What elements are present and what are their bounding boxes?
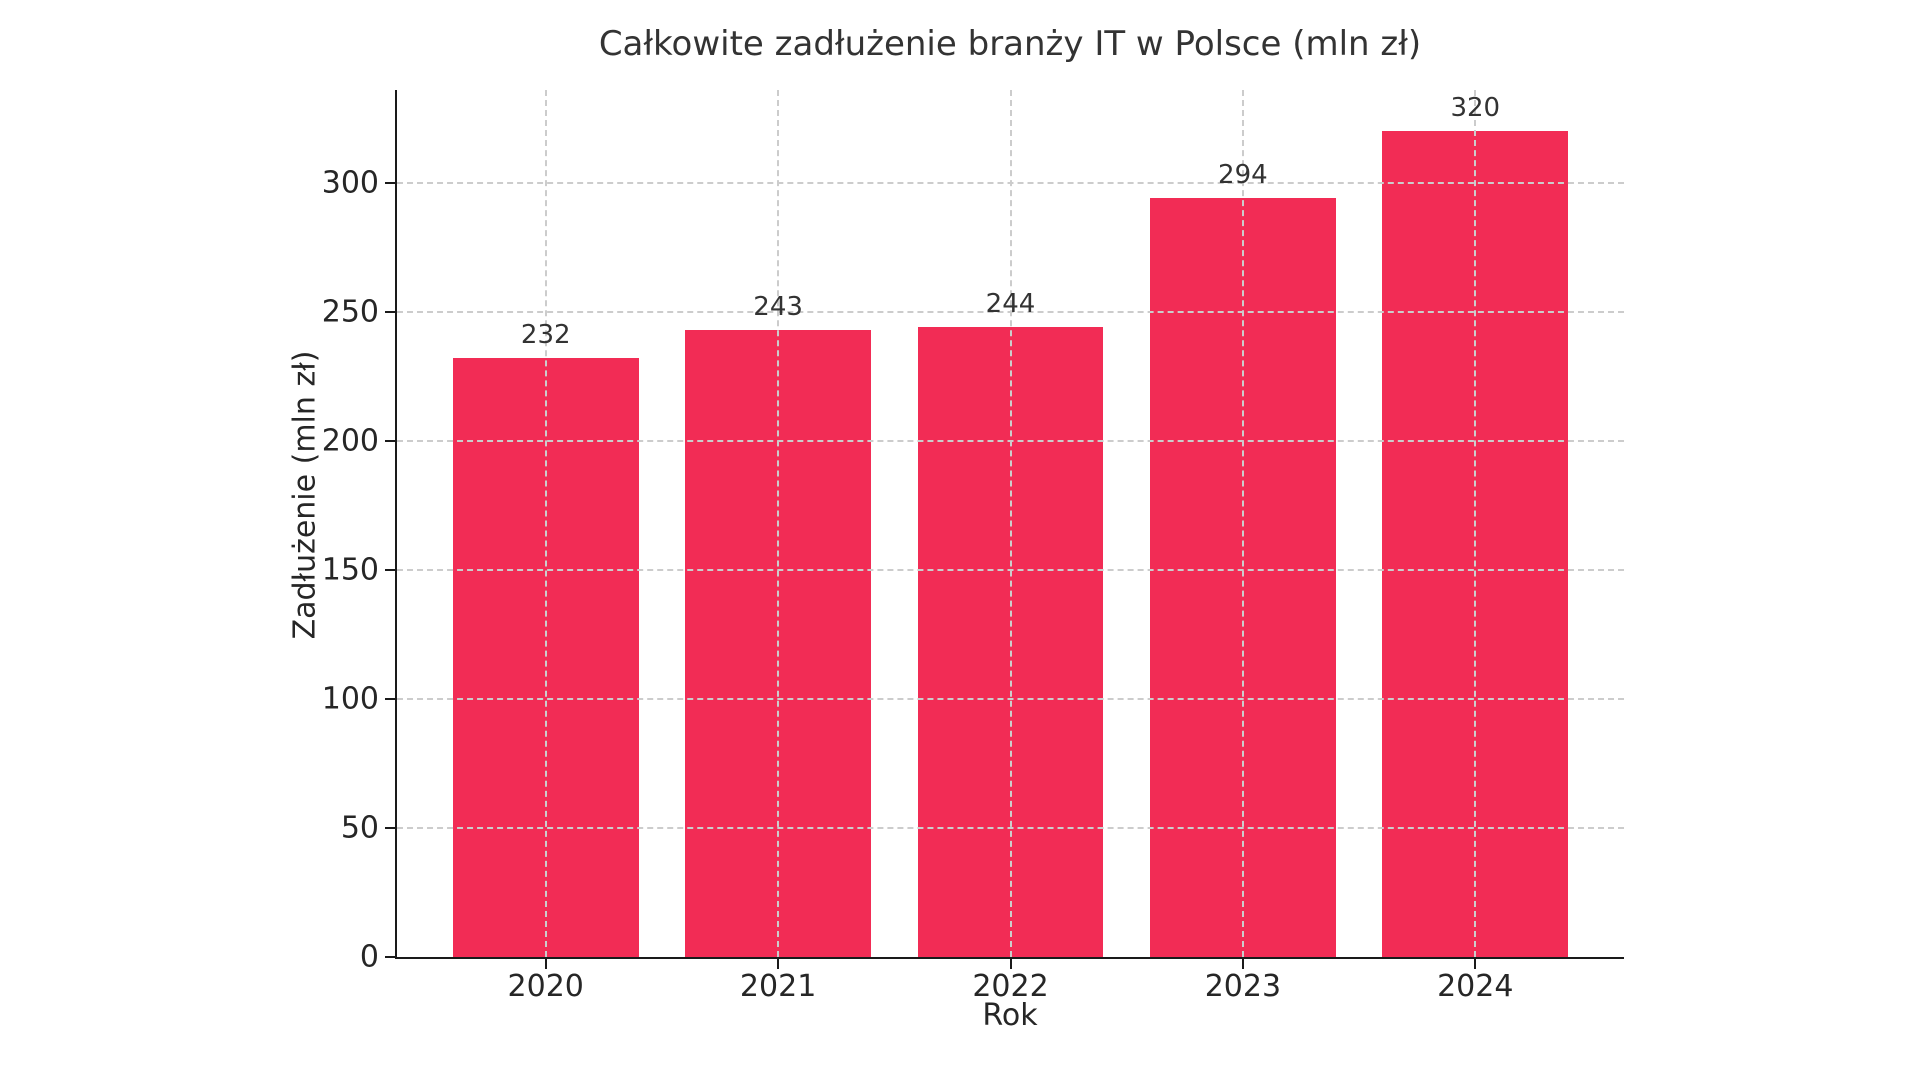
- y-tick-label: 100: [321, 681, 379, 717]
- gridline-vertical: [544, 90, 547, 957]
- y-axis-label: Zadłużenie (mln zł): [287, 350, 323, 640]
- y-tick-mark: [385, 697, 395, 700]
- bar-value-label: 232: [520, 320, 571, 351]
- x-tick-label: 2022: [972, 969, 1049, 1004]
- y-tick-mark: [385, 310, 395, 313]
- y-tick-label: 0: [359, 939, 379, 975]
- x-tick-label: 2023: [1204, 969, 1282, 1004]
- bar-value-label: 294: [1218, 160, 1268, 191]
- y-tick-mark: [385, 568, 395, 571]
- x-tick-mark: [1009, 959, 1012, 969]
- x-tick-mark: [1241, 959, 1244, 969]
- y-tick-label: 300: [321, 165, 379, 201]
- gridline-vertical: [1474, 90, 1477, 957]
- chart-title: Całkowite zadłużenie branży IT w Polsce …: [598, 24, 1422, 64]
- x-tick-mark: [544, 959, 547, 969]
- gridline-vertical: [777, 90, 780, 957]
- y-tick-mark: [385, 956, 395, 958]
- x-tick-mark: [777, 959, 780, 969]
- x-axis-spine: [395, 957, 1624, 959]
- bar-value-label: 320: [1450, 93, 1501, 124]
- plot-area: 232 243 244 294 320 0 50 100 150 200 250 300 2020 20…: [322, 90, 1624, 1004]
- x-axis-label: Rok: [982, 998, 1038, 1033]
- x-tick-label: 2020: [507, 969, 584, 1004]
- y-tick-mark: [385, 826, 395, 829]
- y-tick-label: 200: [321, 423, 379, 459]
- y-axis-spine: [395, 90, 397, 959]
- bar-value-label: 243: [753, 291, 803, 322]
- x-tick-label: 2024: [1437, 969, 1514, 1004]
- x-tick-label: 2021: [739, 969, 817, 1004]
- gridline-vertical: [1241, 90, 1244, 957]
- y-tick-mark: [385, 181, 395, 184]
- y-tick-mark: [385, 439, 395, 442]
- y-tick-label: 50: [340, 810, 379, 846]
- bar-value-label: 244: [985, 289, 1036, 320]
- x-tick-mark: [1474, 959, 1477, 969]
- gridline-vertical: [1009, 90, 1012, 957]
- y-tick-label: 150: [321, 552, 379, 588]
- y-tick-label: 250: [321, 294, 379, 330]
